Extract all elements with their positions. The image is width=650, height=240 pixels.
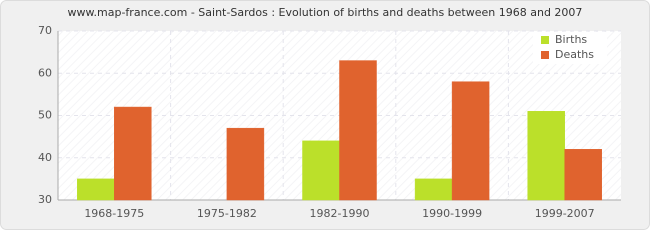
- y-tick-label: 40: [38, 151, 52, 164]
- bar: [564, 149, 602, 201]
- bar: [414, 178, 453, 201]
- legend-label: Deaths: [555, 48, 594, 61]
- legend-label: Births: [555, 33, 587, 46]
- bar: [451, 81, 490, 201]
- bar: [527, 111, 565, 201]
- legend-swatch: [541, 36, 549, 44]
- chart-title: www.map-france.com - Saint-Sardos : Evol…: [68, 6, 583, 19]
- bar: [77, 178, 115, 201]
- legend-swatch: [541, 51, 549, 59]
- y-tick-label: 60: [38, 66, 52, 79]
- x-tick-label: 1990-1999: [422, 207, 482, 220]
- y-tick-label: 50: [38, 109, 52, 122]
- x-tick-label: 1968-1975: [84, 207, 144, 220]
- y-tick-label: 70: [38, 24, 52, 37]
- chart: www.map-france.com - Saint-Sardos : Evol…: [0, 0, 650, 230]
- x-tick-label: 1975-1982: [197, 207, 257, 220]
- y-tick-label: 30: [38, 193, 52, 206]
- x-tick-label: 1999-2007: [535, 207, 595, 220]
- bar: [302, 140, 340, 201]
- bar: [114, 106, 152, 201]
- x-tick-label: 1982-1990: [310, 207, 370, 220]
- bar: [226, 127, 265, 201]
- bar: [339, 60, 377, 201]
